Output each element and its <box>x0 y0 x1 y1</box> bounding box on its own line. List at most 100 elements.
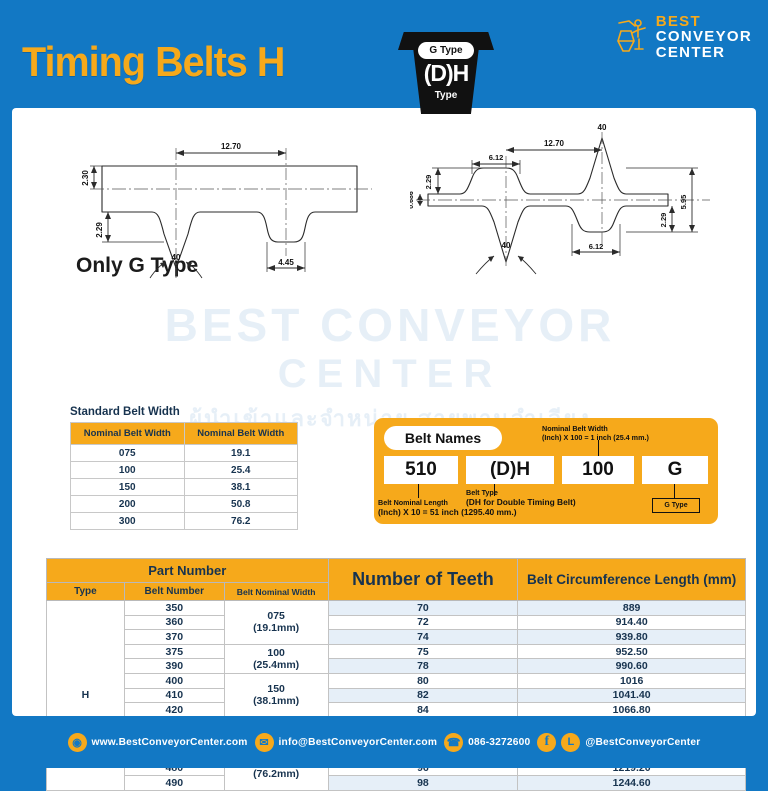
belt-names-note-gtype: G Type <box>652 498 700 513</box>
footer-social[interactable]: f L @BestConveyorCenter <box>537 732 700 752</box>
sbw-mm: 50.8 <box>183 495 298 513</box>
belt-names-title: Belt Names <box>384 426 502 450</box>
sbw-mm: 38.1 <box>183 478 298 496</box>
footer-website[interactable]: ◉ www.BestConveyorCenter.com <box>67 732 248 752</box>
table-row: 370 74 939.80 <box>47 629 746 645</box>
svg-text:6.12: 6.12 <box>589 242 604 251</box>
sbw-code: 100 <box>70 461 185 479</box>
header-number-of-teeth: Number of Teeth <box>327 558 519 601</box>
sbw-code: 200 <box>70 495 185 513</box>
content-panel: BEST CONVEYOR CENTER ผู้นำเข้าและจำหน่าย… <box>12 108 756 791</box>
svg-text:40: 40 <box>172 253 181 262</box>
table-row: 375 100 (25.4mm) 75 952.50 <box>47 643 746 674</box>
line-icon: L <box>561 732 581 752</box>
note-width-line2: (Inch) X 100 = 1 inch (25.4 mm.) <box>542 433 649 442</box>
table-header-row: Nominal Belt Width Nominal Belt Width <box>70 422 298 445</box>
table-row: 490 98 1244.60 <box>47 775 746 791</box>
cell-number-of-teeth: 72 <box>327 614 519 631</box>
table-row: 420 84 1066.80 <box>47 702 746 718</box>
cell-belt-number: 370 <box>123 629 225 645</box>
sbw-mm: 25.4 <box>183 461 298 479</box>
svg-text:40: 40 <box>502 241 511 250</box>
cell-number-of-teeth: 70 <box>327 600 519 616</box>
globe-icon: ◉ <box>67 732 87 752</box>
cell-width-code: 150 <box>267 683 285 696</box>
brand-line-center: CENTER <box>655 43 726 61</box>
leader-line-gtype <box>674 484 675 498</box>
conveyor-mark-icon <box>616 19 646 52</box>
sbw-code: 075 <box>70 444 185 462</box>
mail-icon: ✉ <box>254 732 274 752</box>
svg-text:5.95: 5.95 <box>679 195 688 210</box>
cell-width-mm: (25.4mm) <box>253 658 300 671</box>
svg-text:4.45: 4.45 <box>278 258 294 267</box>
leader-line-length <box>418 484 419 498</box>
facebook-icon: f <box>537 732 557 752</box>
belt-names-field-length: 510 <box>384 456 458 484</box>
cell-belt-number: 420 <box>123 702 225 718</box>
page-root: BEST CONVEYOR CENTER ผู้นำเข้าและจำหน่าย… <box>0 13 768 791</box>
table-row: 150 38.1 <box>70 478 298 496</box>
note-width-line1: Nominal Belt Width <box>542 424 608 433</box>
svg-text:6.12: 6.12 <box>489 153 504 162</box>
footer-phone-text: 086-3272600 <box>468 736 531 748</box>
double-belt-drawing: 12.70 40 6.12 2.29 0.686 <box>410 123 710 275</box>
sbw-mm: 76.2 <box>183 512 298 530</box>
note-length-line2: (Inch) X 10 = 51 inch (1295.40 mm.) <box>378 507 517 517</box>
leader-line-width <box>598 440 599 456</box>
cell-number-of-teeth: 78 <box>327 658 519 674</box>
sbw-mm: 19.1 <box>183 444 298 462</box>
page-title: Timing Belts H <box>22 38 285 85</box>
standard-belt-width-table: Nominal Belt Width Nominal Belt Width 07… <box>70 422 298 530</box>
table-row: 410 82 1041.40 <box>47 687 746 704</box>
cell-circumference-length: 939.80 <box>517 629 746 645</box>
contact-footer: ◉ www.BestConveyorCenter.com ✉ info@Best… <box>0 716 768 768</box>
cell-number-of-teeth: 80 <box>327 672 519 689</box>
svg-text:12.70: 12.70 <box>544 139 565 148</box>
brand-line-conveyor: CONVEYOR <box>655 28 752 46</box>
belt-names-box: Belt Names Nominal Belt Width (Inch) X 1… <box>374 418 718 524</box>
cell-circumference-length: 952.50 <box>517 643 746 660</box>
sbw-header-1: Nominal Belt Width <box>183 422 298 445</box>
footer-email[interactable]: ✉ info@BestConveyorCenter.com <box>254 732 438 752</box>
cell-number-of-teeth: 75 <box>327 643 519 660</box>
svg-text:0.686: 0.686 <box>410 191 415 209</box>
table-header-row: Type Belt Number Belt Nominal Width <box>46 582 746 601</box>
note-type-line2: (DH for Double Timing Belt) <box>466 497 576 507</box>
cell-width-mm: (76.2mm) <box>253 768 300 781</box>
watermark-line2: CENTER <box>277 352 503 396</box>
cell-belt-number: 410 <box>123 687 225 704</box>
table-row: 075 19.1 <box>70 444 298 462</box>
header-belt-number: Belt Number <box>123 582 225 601</box>
footer-phone[interactable]: ☎ 086-3272600 <box>444 732 531 752</box>
svg-text:40: 40 <box>598 123 607 132</box>
table-row: 200 50.8 <box>70 495 298 513</box>
table-group-header-row: Part Number Number of Teeth Belt Circumf… <box>46 558 746 601</box>
phone-icon: ☎ <box>444 732 464 752</box>
badge-type-label: Type <box>434 90 458 101</box>
table-row: 360 72 914.40 <box>47 614 746 631</box>
brand-wordmark: BEST CONVEYOR CENTER <box>656 14 752 60</box>
header-circumference: Belt Circumference Length (mm) <box>517 558 746 601</box>
footer-website-text: www.BestConveyorCenter.com <box>91 736 248 748</box>
belt-type-badge: G Type (D)H Type <box>398 32 494 114</box>
belt-names-field-type: (D)H <box>466 456 554 484</box>
cell-width-mm: (38.1mm) <box>253 695 300 708</box>
cell-nominal-width: 075 (19.1mm) <box>223 600 329 645</box>
note-length-line1: Belt Nominal Length <box>378 498 448 507</box>
footer-email-text: info@BestConveyorCenter.com <box>278 736 438 748</box>
belt-names-note-length: Belt Nominal Length (Inch) X 10 = 51 inc… <box>378 498 528 518</box>
only-g-type-caption: Only G Type <box>76 254 199 277</box>
belt-names-field-gtype: G <box>642 456 708 484</box>
brand-logo: BEST CONVEYOR CENTER <box>615 14 752 60</box>
svg-text:2.30: 2.30 <box>81 170 90 186</box>
sbw-header-0: Nominal Belt Width <box>70 422 185 445</box>
cell-belt-number: 350 <box>123 600 225 616</box>
badge-g-type-label: G Type <box>418 42 474 59</box>
badge-dh-label: (D)H <box>423 60 470 86</box>
belt-names-note-type: Belt Type (DH for Double Timing Belt) <box>466 488 616 508</box>
cell-circumference-length: 1041.40 <box>517 687 746 704</box>
cell-width-mm: (19.1mm) <box>253 622 300 635</box>
cell-circumference-length: 889 <box>517 600 746 616</box>
cell-number-of-teeth: 82 <box>327 687 519 704</box>
